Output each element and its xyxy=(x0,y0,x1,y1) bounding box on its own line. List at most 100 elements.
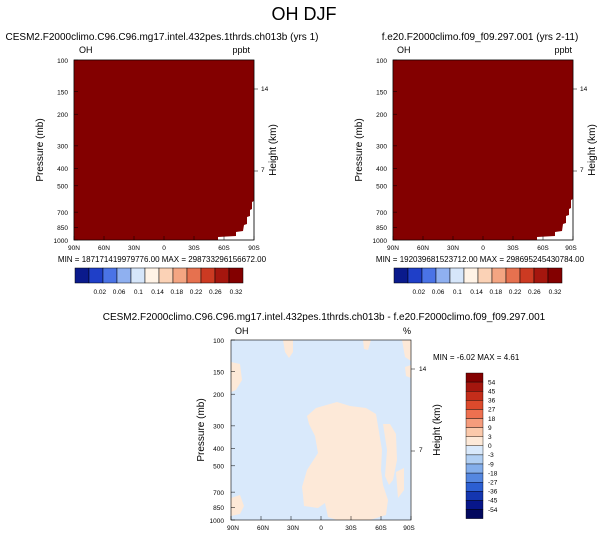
contour-region xyxy=(396,468,404,498)
y-axis-label: Pressure (mb) xyxy=(196,398,207,461)
colorbar-swatch xyxy=(421,267,437,284)
x-tick-label: 60N xyxy=(257,525,269,532)
x-tick-label: 60N xyxy=(98,245,110,252)
y-tick-label: 850 xyxy=(57,225,68,232)
y-tick-label: 850 xyxy=(376,225,387,232)
colorbar-swatch xyxy=(116,267,132,284)
colorbar-label: 0.02 xyxy=(413,289,426,296)
x-tick-label: 30S xyxy=(188,245,200,252)
colorbar-label: -3 xyxy=(488,452,494,459)
y-tick-label: 150 xyxy=(57,90,68,97)
colorbar-left: 0.02 0.06 0.1 0.14 0.18 0.22 0.26 0.32 xyxy=(74,267,244,296)
colorbar-swatch xyxy=(491,267,507,284)
colorbar-swatch xyxy=(449,267,465,284)
stats-text: MIN = 187171419979776.00 MAX = 298733296… xyxy=(58,255,267,264)
x-tick-label: 30N xyxy=(287,525,299,532)
contour-region xyxy=(231,495,244,516)
units-label: ppbt xyxy=(554,45,572,55)
colorbar-swatch xyxy=(74,267,90,284)
y-tick-label: 100 xyxy=(376,58,387,65)
contour-region xyxy=(231,362,242,392)
colorbar-label: 54 xyxy=(488,379,496,386)
x-tick-label: 90S xyxy=(565,245,577,252)
y-tick-label: 1000 xyxy=(210,518,225,525)
colorbar-swatch xyxy=(465,409,484,419)
y-tick-label: 1000 xyxy=(54,238,69,245)
colorbar-swatch xyxy=(465,472,484,483)
colorbar-label: 0.26 xyxy=(209,289,222,296)
colorbar-label: 0.32 xyxy=(230,289,243,296)
x-tick-label: 30S xyxy=(345,525,357,532)
colorbar-label: 0.22 xyxy=(509,289,522,296)
colorbar-label: 0.22 xyxy=(190,289,203,296)
y-tick-label: 400 xyxy=(376,166,387,173)
x-tick-label: 30N xyxy=(447,245,459,252)
colorbar-swatch xyxy=(158,267,174,284)
tick-marks xyxy=(230,339,415,521)
x-tick-label: 90N xyxy=(68,245,80,252)
colorbar-label: 27 xyxy=(488,407,496,414)
panel-title: CESM2.F2000climo.C96.C96.mg17.intel.432p… xyxy=(103,312,546,323)
panel-difference: CESM2.F2000climo.C96.C96.mg17.intel.432p… xyxy=(103,312,546,532)
contour-region xyxy=(302,402,388,520)
right-tick-label: 7 xyxy=(580,167,584,174)
variable-label: OH xyxy=(235,326,249,336)
colorbar-swatch xyxy=(465,400,484,410)
y-tick-label: 300 xyxy=(213,424,224,431)
y-tick-label: 400 xyxy=(57,166,68,173)
colorbar-label: 0 xyxy=(488,443,492,450)
colorbar-swatch xyxy=(465,381,484,392)
colorbar-swatch xyxy=(465,481,484,492)
colorbar-label: -45 xyxy=(488,498,498,505)
right-tick-label: 14 xyxy=(261,86,269,93)
right-tick-label: 7 xyxy=(419,447,423,454)
y-tick-label: 700 xyxy=(57,210,68,217)
colorbar-swatch xyxy=(465,372,484,383)
colorbar-swatch xyxy=(465,491,484,501)
panel-cesm2: CESM2.F2000climo.C96.C96.mg17.intel.432p… xyxy=(6,32,319,264)
colorbar-swatch xyxy=(465,463,484,474)
colorbar-label: -9 xyxy=(488,461,494,468)
right-tick-label: 14 xyxy=(419,366,427,373)
x-tick-label: 90S xyxy=(403,525,415,532)
oh-field-fill xyxy=(74,60,254,240)
x-tick-label: 60S xyxy=(375,525,387,532)
colorbar-swatch xyxy=(228,267,244,284)
colorbar-swatch xyxy=(144,267,160,284)
y-tick-label: 850 xyxy=(213,505,224,512)
colorbar-swatch xyxy=(102,267,118,284)
oh-field-fill xyxy=(393,60,573,240)
x-tick-label: 90N xyxy=(387,245,399,252)
colorbar-label: 45 xyxy=(488,389,496,396)
x-tick-label: 60S xyxy=(218,245,230,252)
contour-region xyxy=(383,424,397,485)
colorbar-label: 3 xyxy=(488,434,492,441)
y-tick-label: 1000 xyxy=(373,238,388,245)
x-tick-label: 90N xyxy=(227,525,239,532)
colorbar-swatch xyxy=(465,427,484,437)
tick-marks xyxy=(392,59,577,241)
panel-title: f.e20.F2000climo.f09_f09.297.001 (yrs 2-… xyxy=(382,32,579,43)
y-axis-label-right: Height (km) xyxy=(268,124,279,176)
y-tick-label: 200 xyxy=(213,392,224,399)
y-axis-label-right: Height (km) xyxy=(432,404,443,456)
colorbar-label: -54 xyxy=(488,507,498,514)
colorbar-label: 0.14 xyxy=(151,289,164,296)
page-title: OH DJF xyxy=(272,4,337,24)
y-tick-label: 500 xyxy=(57,184,68,191)
y-tick-label: 150 xyxy=(213,370,224,377)
y-tick-label: 200 xyxy=(376,112,387,119)
y-tick-label: 100 xyxy=(213,338,224,345)
colorbar-swatch xyxy=(172,267,188,284)
colorbar-label: 0.32 xyxy=(549,289,562,296)
x-tick-label: 90S xyxy=(248,245,260,252)
variable-label: OH xyxy=(397,45,411,55)
right-tick-label: 7 xyxy=(261,167,265,174)
contour-region xyxy=(283,340,293,358)
colorbar-label: 18 xyxy=(488,416,496,423)
colorbar-swatch xyxy=(186,267,202,284)
colorbar-swatch xyxy=(547,267,563,284)
colorbar-label: 0.1 xyxy=(453,289,462,296)
colorbar-swatch xyxy=(463,267,479,284)
colorbar-label: 36 xyxy=(488,398,496,405)
